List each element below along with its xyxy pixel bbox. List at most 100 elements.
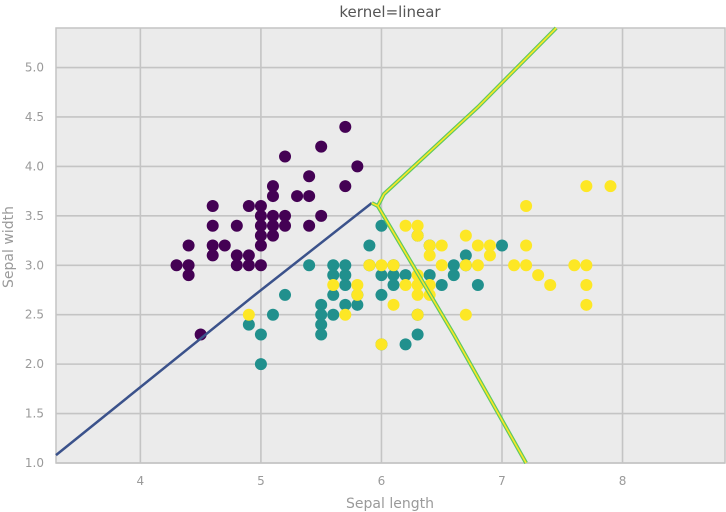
point-class-2: [411, 308, 424, 321]
point-class-0: [242, 259, 255, 272]
point-class-0: [339, 120, 352, 133]
x-axis-ticks: 4 5 6 7 8: [137, 474, 627, 488]
point-class-1: [279, 288, 292, 301]
x-tick-label: 6: [378, 474, 386, 488]
point-class-1: [327, 269, 340, 282]
point-class-0: [315, 209, 328, 222]
point-class-2: [351, 279, 364, 292]
y-tick-label: 2.5: [25, 308, 44, 322]
point-class-2: [580, 279, 593, 292]
point-class-0: [182, 239, 195, 252]
point-class-1: [387, 279, 400, 292]
point-class-1: [399, 269, 412, 282]
x-axis-label: Sepal length: [346, 496, 434, 512]
point-class-1: [327, 308, 340, 321]
point-class-0: [206, 199, 219, 212]
point-class-1: [339, 259, 352, 272]
point-class-1: [471, 279, 484, 292]
point-class-0: [182, 259, 195, 272]
point-class-0: [254, 199, 267, 212]
point-class-2: [508, 259, 521, 272]
point-class-2: [242, 308, 255, 321]
point-class-0: [230, 219, 243, 232]
point-class-2: [459, 229, 472, 242]
grid-lines: [56, 28, 725, 464]
point-class-1: [459, 249, 472, 262]
point-class-0: [303, 190, 316, 203]
point-class-0: [279, 219, 292, 232]
plot-area: [55, 27, 726, 464]
y-tick-label: 1.0: [25, 456, 44, 470]
point-class-2: [411, 229, 424, 242]
y-tick-label: 5.0: [25, 61, 44, 75]
point-class-2: [568, 259, 581, 272]
point-class-1: [315, 328, 328, 341]
chart-title: kernel=linear: [339, 3, 441, 21]
point-class-1: [327, 259, 340, 272]
point-class-2: [471, 259, 484, 272]
point-class-0: [279, 209, 292, 222]
point-class-2: [580, 180, 593, 193]
point-class-1: [375, 288, 388, 301]
point-class-2: [399, 219, 412, 232]
y-tick-label: 4.0: [25, 159, 44, 173]
point-class-2: [435, 259, 448, 272]
x-tick-label: 5: [257, 474, 265, 488]
point-class-0: [339, 180, 352, 193]
point-class-0: [266, 190, 279, 203]
point-class-2: [532, 269, 545, 282]
point-class-0: [182, 269, 195, 282]
x-tick-label: 8: [619, 474, 627, 488]
point-class-0: [351, 160, 364, 173]
point-class-0: [266, 219, 279, 232]
point-class-1: [303, 259, 316, 272]
point-class-0: [206, 249, 219, 262]
point-class-2: [483, 249, 496, 262]
y-tick-label: 3.5: [25, 209, 44, 223]
point-class-0: [206, 239, 219, 252]
point-class-2: [387, 298, 400, 311]
point-class-1: [327, 288, 340, 301]
y-tick-label: 1.5: [25, 407, 44, 421]
point-class-2: [375, 259, 388, 272]
y-tick-label: 4.5: [25, 110, 44, 124]
point-class-2: [339, 308, 352, 321]
point-class-0: [230, 249, 243, 262]
point-class-2: [411, 219, 424, 232]
point-class-1: [254, 328, 267, 341]
point-class-2: [387, 259, 400, 272]
point-class-2: [459, 259, 472, 272]
point-class-0: [266, 209, 279, 222]
boundary-line: [55, 202, 373, 457]
point-class-0: [279, 150, 292, 163]
point-class-0: [206, 219, 219, 232]
point-class-2: [520, 239, 533, 252]
point-class-1: [339, 269, 352, 282]
decision-boundaries: [55, 26, 558, 464]
point-class-0: [266, 229, 279, 242]
point-class-0: [242, 199, 255, 212]
y-tick-label: 2.0: [25, 357, 44, 371]
point-class-2: [520, 199, 533, 212]
point-class-2: [604, 180, 617, 193]
point-class-2: [435, 239, 448, 252]
point-class-0: [242, 249, 255, 262]
point-class-1: [447, 259, 460, 272]
point-class-1: [242, 318, 255, 331]
point-class-0: [254, 259, 267, 272]
point-class-0: [254, 209, 267, 222]
point-class-1: [315, 318, 328, 331]
point-class-1: [387, 269, 400, 282]
point-class-2: [327, 279, 340, 292]
point-class-0: [303, 170, 316, 183]
y-tick-label: 3.0: [25, 258, 44, 272]
point-class-0: [170, 259, 183, 272]
point-class-1: [315, 308, 328, 321]
point-class-1: [363, 239, 376, 252]
point-class-1: [447, 269, 460, 282]
point-class-0: [315, 140, 328, 153]
point-class-1: [435, 279, 448, 292]
boundary-line: [371, 27, 557, 208]
point-class-1: [351, 298, 364, 311]
